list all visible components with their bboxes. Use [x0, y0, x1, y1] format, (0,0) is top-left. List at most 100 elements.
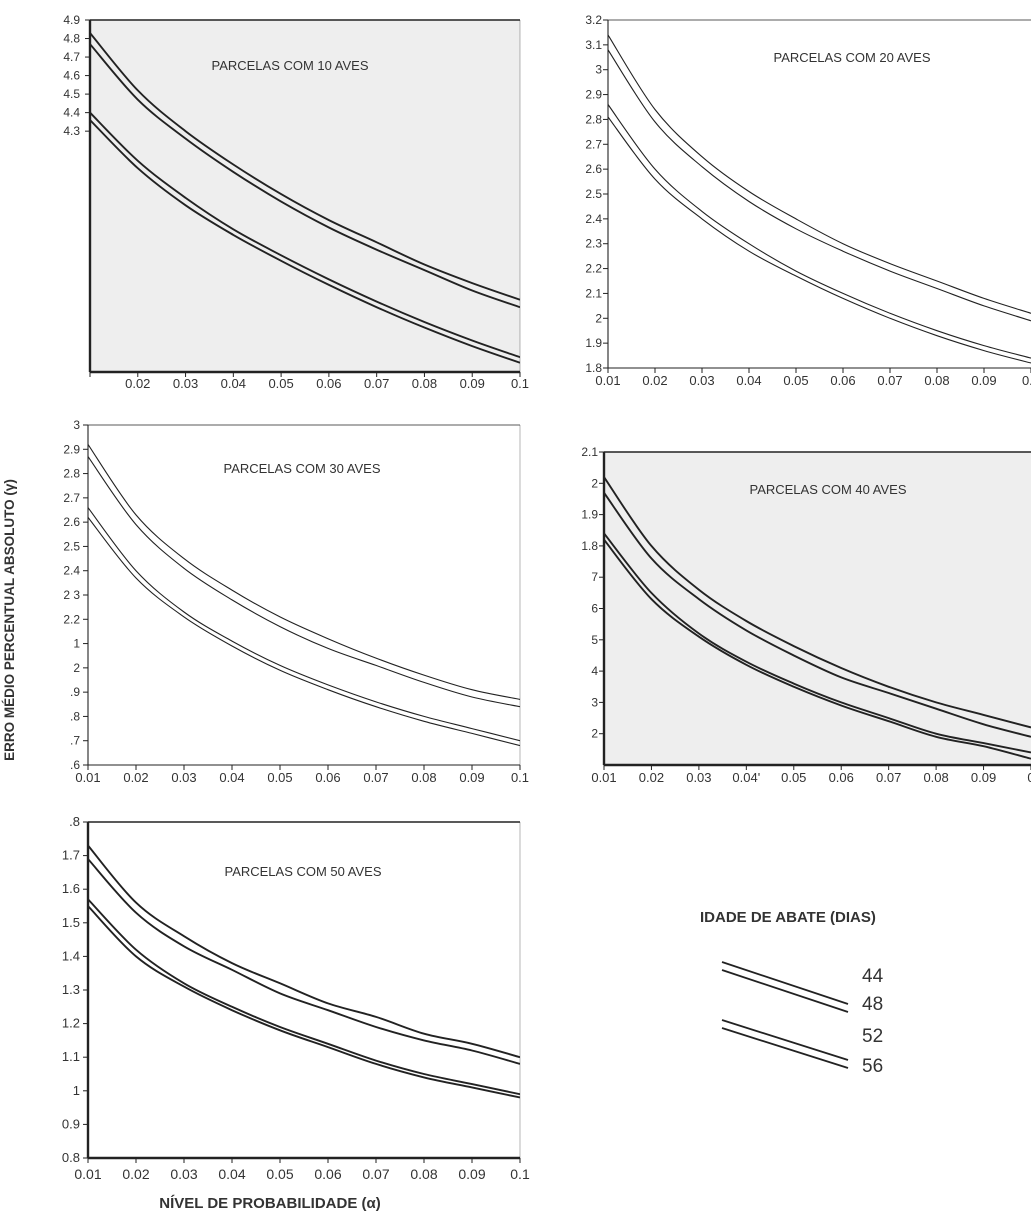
x-tick-label: 0.06	[314, 1166, 341, 1182]
x-tick-label: 0.09	[458, 1166, 485, 1182]
y-tick-label: 1.5	[62, 915, 80, 930]
x-tick-label: 0.05	[267, 770, 292, 785]
series-line-48	[608, 49, 1031, 322]
y-tick-label: 1.8	[581, 539, 598, 553]
x-tick-label: 0.08	[410, 1166, 437, 1182]
y-tick-label: 2 3	[63, 588, 80, 602]
x-tick-label: 0.02	[642, 373, 667, 388]
series-line-56	[88, 905, 520, 1099]
y-tick-label: .8	[70, 709, 80, 723]
y-tick-label: 2	[73, 661, 80, 675]
x-tick-label: 0.01	[595, 373, 620, 388]
series-line-52	[608, 104, 1031, 359]
y-tick-label: 2.9	[63, 442, 80, 456]
x-tick-label: 0.08	[924, 373, 949, 388]
y-tick-label: 2.2	[585, 262, 602, 276]
y-tick-label: 4.7	[63, 50, 80, 64]
x-tick-label: 0.08	[411, 770, 436, 785]
y-tick-label: 6	[591, 602, 598, 616]
x-tick-label: 0.03	[173, 376, 198, 391]
x-tick-label: 0.07	[877, 373, 902, 388]
y-tick-label: 2.7	[63, 491, 80, 505]
y-tick-label: 4.8	[63, 32, 80, 46]
y-tick-label: 3	[595, 63, 602, 77]
y-tick-label: 2.5	[63, 539, 80, 553]
legend-line-48	[721, 969, 849, 1013]
x-tick-label: 0.1	[511, 770, 529, 785]
y-tick-label: 7	[591, 570, 598, 584]
x-tick-label: 0.07	[363, 770, 388, 785]
series-line-44	[88, 844, 520, 1059]
y-tick-label: 3	[591, 695, 598, 709]
legend-entry-56: 56	[862, 1056, 883, 1077]
x-tick-label: 0.09	[459, 770, 484, 785]
y-tick-label: 2.8	[585, 112, 602, 126]
y-tick-label: 1.1	[62, 1049, 80, 1064]
plot-area	[88, 425, 520, 765]
x-tick-label: 0.04	[736, 373, 761, 388]
panel-title: PARCELAS COM 30 AVES	[223, 461, 380, 476]
series-line-48	[88, 858, 520, 1065]
chart-panel-4: 2.1 2 1.9 1.8 7 6 5 4 3 2 0.01 0.02 0.03 0.04' 0.05 0.0…	[581, 445, 1031, 785]
y-tick-label: 2.9	[585, 88, 602, 102]
legend-title: IDADE DE ABATE (DIAS)	[700, 909, 876, 926]
series-line-48	[90, 43, 520, 309]
x-tick-label: 0.09	[460, 376, 485, 391]
legend-entry-52: 52	[862, 1026, 883, 1047]
y-tick-label: 4.9	[63, 13, 80, 27]
panel-title: PARCELAS COM 20 AVES	[773, 50, 930, 65]
series-line-44	[90, 32, 520, 301]
x-tick-label: 0.07	[362, 1166, 389, 1182]
y-tick-label: 3.2	[585, 13, 602, 27]
y-tick-label: .7	[70, 734, 80, 748]
y-tick-label: 2.6	[585, 162, 602, 176]
y-tick-label: 1.4	[62, 948, 80, 963]
x-tick-label: 0.06	[315, 770, 340, 785]
x-tick-label: 0.03	[689, 373, 714, 388]
y-tick-label: 3.1	[585, 38, 602, 52]
series-line-52	[88, 898, 520, 1096]
plot-area	[90, 20, 520, 372]
series-line-44	[604, 476, 1031, 729]
series-line-52	[90, 111, 520, 359]
x-tick-label: 0	[1027, 770, 1031, 785]
y-tick-label: 2	[595, 311, 602, 325]
y-tick-label: .8	[69, 814, 80, 829]
x-tick-label: 0.04'	[732, 770, 760, 785]
y-tick-label: 2.3	[585, 237, 602, 251]
x-tick-label: 0.03	[171, 770, 196, 785]
series-line-48	[88, 456, 520, 708]
x-tick-label: 0.02	[639, 770, 664, 785]
y-tick-label: 2.1	[581, 445, 598, 459]
x-tick-label: 0.02	[125, 376, 150, 391]
y-tick-label: 1.2	[62, 1016, 80, 1031]
y-tick-label: 2	[591, 476, 598, 490]
x-tick-label: 0.06	[316, 376, 341, 391]
y-tick-label: 4.5	[63, 87, 80, 101]
y-tick-label: 2.6	[63, 515, 80, 529]
x-tick-label: 0.05	[268, 376, 293, 391]
x-tick-label: 0.05	[266, 1166, 293, 1182]
y-tick-label: 1.8	[585, 361, 602, 375]
x-tick-label: 0.1	[1022, 373, 1031, 388]
series-line-56	[604, 539, 1031, 760]
series-line-52	[604, 532, 1031, 754]
series-line-44	[608, 34, 1031, 314]
y-tick-label: 1	[73, 637, 80, 651]
y-tick-label: 2.7	[585, 137, 602, 151]
x-tick-label: 0.01	[591, 770, 616, 785]
y-axis-label: ERRO MÉDIO PERCENTUAL ABSOLUTO (γ)	[2, 479, 17, 761]
plot-area	[608, 20, 1031, 368]
y-tick-label: 5	[591, 633, 598, 647]
chart-panel-5: .8 1.7 1.6 1.5 1.4 1.3 1.2 1.1 1 0.9 0.80.01 0.02 0.…	[62, 814, 530, 1182]
y-tick-label: 4	[591, 664, 598, 678]
panel-title: PARCELAS COM 40 AVES	[749, 482, 906, 497]
legend-line-44	[721, 961, 849, 1005]
legend-entry-44: 44	[862, 966, 884, 987]
y-tick-label: 2	[591, 727, 598, 741]
x-tick-label: 0.03	[686, 770, 711, 785]
x-tick-label: 0.07	[876, 770, 901, 785]
x-tick-label: 0.1	[510, 1166, 530, 1182]
y-tick-label: 2.4	[63, 564, 80, 578]
